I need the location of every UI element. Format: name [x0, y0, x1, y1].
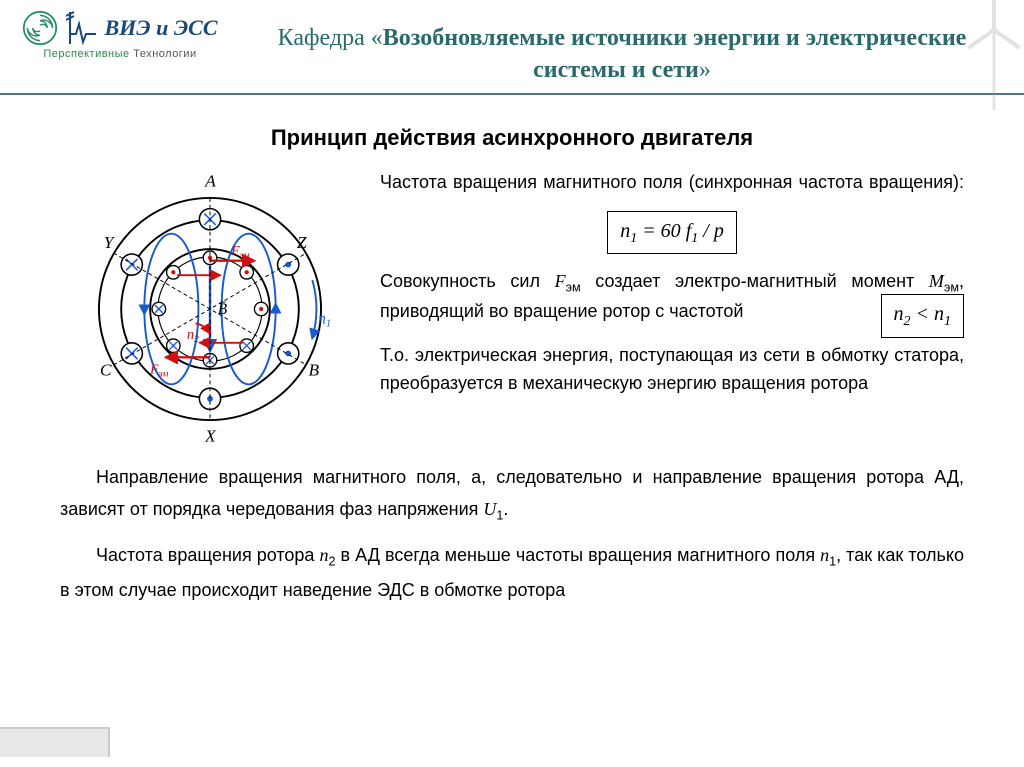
windmill-icon	[964, 0, 1024, 110]
svg-text:C: C	[100, 360, 112, 379]
svg-text:X: X	[204, 426, 217, 445]
formula-n1: n1 = 60 f1 / p	[607, 211, 737, 255]
formula-n2: n2 < n1	[881, 294, 965, 338]
page-header: ВИЭ и ЭСС Перспективные Технологии Кафед…	[0, 0, 1024, 95]
svg-text:n1: n1	[318, 310, 331, 329]
pulse-icon	[66, 10, 96, 46]
logo-subtitle: Перспективные Технологии	[43, 48, 196, 60]
footer-tab	[0, 727, 110, 757]
right-text-column: Частота вращения магнитного поля (синхро…	[380, 169, 964, 408]
logo-block: ВИЭ и ЭСС Перспективные Технологии	[20, 10, 220, 60]
department-title: Кафедра «Возобновляемые источники энерги…	[240, 10, 1004, 87]
logo-text: ВИЭ и ЭСС	[104, 15, 217, 41]
swirl-icon	[22, 10, 58, 46]
paragraph-slip: Частота вращения ротора n2 в АД всегда м…	[60, 539, 964, 606]
svg-text:Fэм: Fэм	[230, 243, 249, 261]
motor-cross-section-diagram: B̄ Fэм Fэм n1 n2 A X Y Z C B	[60, 169, 360, 449]
p-forces: Совокупность сил Fэм создает электро-маг…	[380, 268, 964, 326]
svg-text:Z: Z	[297, 233, 307, 252]
p-energy: Т.о. электрическая энергия, поступающая …	[380, 342, 964, 398]
svg-text:B: B	[308, 360, 319, 379]
content-area: Принцип действия асинхронного двигателя	[0, 95, 1024, 616]
section-title: Принцип действия асинхронного двигателя	[60, 125, 964, 151]
svg-text:A: A	[204, 171, 216, 190]
p-frequency: Частота вращения магнитного поля (синхро…	[380, 169, 964, 197]
svg-text:Y: Y	[104, 233, 116, 252]
paragraph-direction: Направление вращения магнитного поля, а,…	[60, 461, 964, 528]
